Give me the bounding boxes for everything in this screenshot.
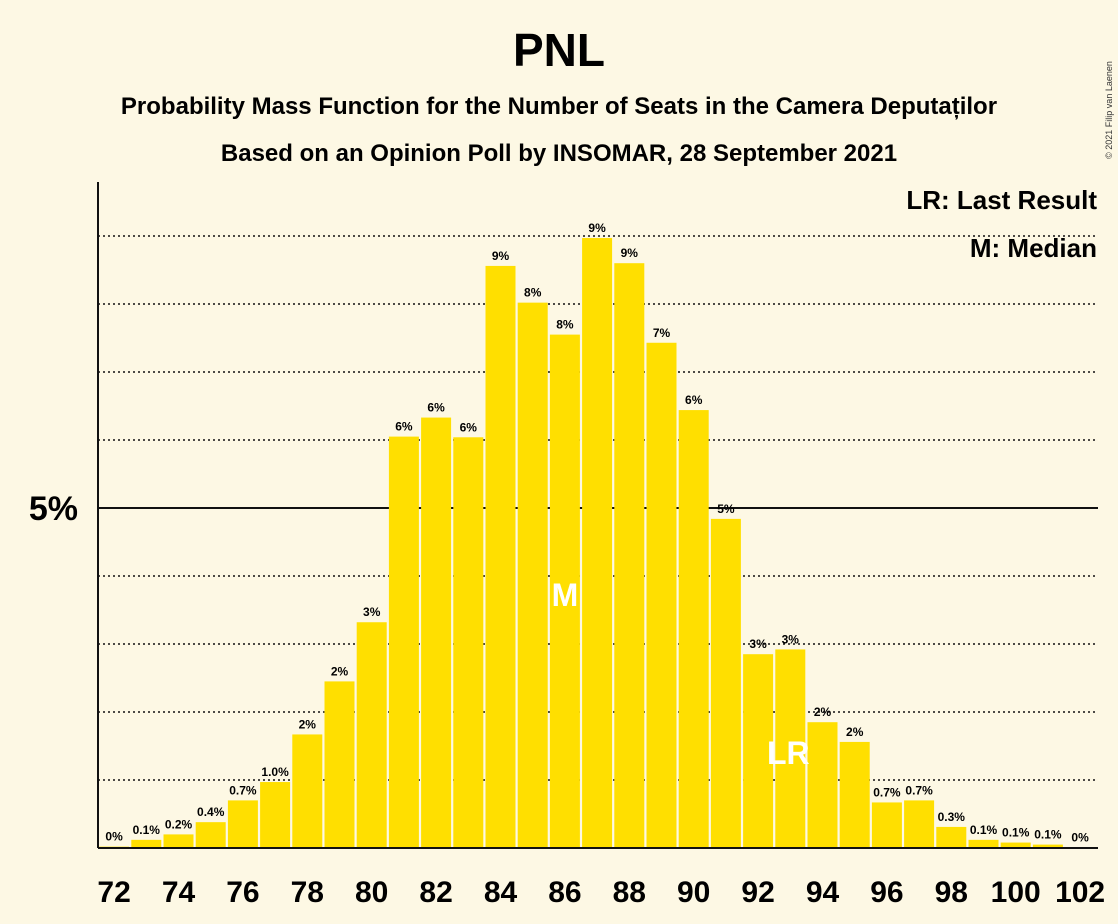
bar-75	[195, 822, 226, 848]
x-tick-92: 92	[741, 876, 774, 909]
bar-label-80: 3%	[363, 605, 381, 619]
bar-89	[646, 342, 677, 848]
bar-84	[485, 265, 516, 848]
bar-labels-group: 0% 0.1% 0.2% 0.4% 0.7% 1.0% 2% 2% 3% 6% 6% 6% 9% 8% 8%…	[105, 221, 1089, 844]
chart-title: PNL	[513, 24, 605, 76]
bar-93	[775, 649, 806, 848]
bar-label-98: 0.3%	[938, 810, 966, 824]
bar-98	[936, 826, 967, 848]
bar-label-76: 0.7%	[229, 783, 257, 797]
bar-label-99: 0.1%	[970, 823, 998, 837]
bar-label-77: 1.0%	[261, 765, 289, 779]
bar-label-93: 3%	[782, 632, 800, 646]
bar-label-81: 6%	[395, 420, 413, 434]
bar-86	[549, 334, 580, 849]
bar-88	[614, 263, 645, 848]
bar-92	[743, 654, 774, 848]
bar-label-83: 6%	[460, 420, 478, 434]
bar-80	[356, 622, 387, 848]
bar-85	[517, 302, 548, 848]
bar-82	[421, 417, 452, 848]
median-marker: M	[552, 577, 579, 613]
bar-label-88: 9%	[621, 246, 639, 260]
legend-last-result: LR: Last Result	[906, 185, 1097, 215]
chart-subtitle-1: Probability Mass Function for the Number…	[121, 93, 997, 120]
bar-label-100: 0.1%	[1002, 826, 1030, 840]
x-tick-84: 84	[484, 876, 518, 909]
bar-label-73: 0.1%	[133, 823, 161, 837]
bar-99	[968, 839, 999, 848]
last-result-marker: LR	[767, 735, 810, 771]
x-tick-74: 74	[162, 876, 196, 909]
x-tick-88: 88	[613, 876, 646, 909]
y-tick-label: 5%	[29, 490, 78, 528]
bar-label-96: 0.7%	[873, 785, 901, 799]
bar-label-87: 9%	[588, 221, 606, 235]
bar-label-92: 3%	[749, 637, 767, 651]
bar-97	[904, 800, 935, 848]
bar-label-75: 0.4%	[197, 805, 225, 819]
markers-group: M LR	[552, 577, 810, 771]
x-tick-94: 94	[806, 876, 840, 909]
bar-label-91: 5%	[717, 502, 735, 516]
x-tick-98: 98	[935, 876, 968, 909]
legend-median: M: Median	[970, 233, 1097, 263]
bar-label-86: 8%	[556, 318, 574, 332]
bar-77	[260, 782, 291, 848]
chart-subtitle-2: Based on an Opinion Poll by INSOMAR, 28 …	[221, 140, 897, 167]
bar-label-95: 2%	[846, 725, 864, 739]
bar-label-94: 2%	[814, 705, 832, 719]
x-tick-90: 90	[677, 876, 710, 909]
x-tick-72: 72	[97, 876, 130, 909]
bar-74	[163, 834, 194, 848]
x-tick-82: 82	[419, 876, 452, 909]
bar-78	[292, 734, 323, 848]
x-tick-100: 100	[991, 876, 1041, 909]
x-ticks-group: 72 74 76 78 80 82 84 86 88 90 92 94 96 98 100 102	[97, 876, 1105, 909]
bar-87	[582, 238, 613, 849]
bar-100	[1000, 842, 1031, 848]
x-tick-102: 102	[1055, 876, 1105, 909]
bar-79	[324, 681, 355, 848]
x-tick-76: 76	[226, 876, 259, 909]
x-tick-80: 80	[355, 876, 388, 909]
bar-94	[807, 722, 838, 848]
copyright-notice: © 2021 Filip van Laenen	[1104, 61, 1114, 159]
bar-label-102: 0%	[1071, 830, 1089, 844]
bar-label-89: 7%	[653, 326, 671, 340]
bar-96	[871, 802, 902, 848]
bar-76	[227, 800, 258, 848]
bar-73	[131, 839, 162, 848]
bar-90	[678, 410, 709, 848]
bar-83	[453, 437, 484, 848]
bar-label-78: 2%	[299, 717, 317, 731]
bar-81	[388, 436, 419, 848]
bar-label-90: 6%	[685, 393, 703, 407]
bar-91	[710, 518, 741, 848]
bar-label-72: 0%	[105, 830, 123, 844]
bar-95	[839, 741, 870, 848]
x-tick-86: 86	[548, 876, 581, 909]
bar-label-84: 9%	[492, 249, 510, 263]
bar-label-74: 0.2%	[165, 817, 193, 831]
bar-label-101: 0.1%	[1034, 828, 1062, 842]
bar-label-97: 0.7%	[905, 783, 933, 797]
y-ticks-group: 5%	[29, 490, 78, 528]
bar-label-82: 6%	[427, 401, 445, 415]
bar-label-79: 2%	[331, 664, 349, 678]
x-tick-78: 78	[291, 876, 324, 909]
bar-label-85: 8%	[524, 286, 542, 300]
x-tick-96: 96	[870, 876, 903, 909]
bars-group	[99, 238, 1096, 849]
bar-101	[1032, 844, 1063, 848]
